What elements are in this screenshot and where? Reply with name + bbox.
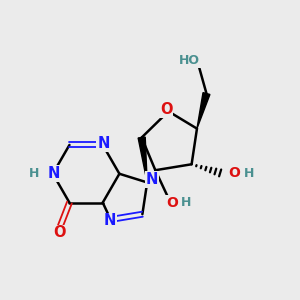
- Text: O: O: [166, 196, 178, 210]
- Text: O: O: [229, 166, 240, 180]
- Text: N: N: [104, 214, 116, 229]
- Text: O: O: [160, 102, 172, 117]
- Text: H: H: [244, 167, 254, 180]
- Text: HO: HO: [179, 54, 200, 67]
- Polygon shape: [197, 93, 210, 129]
- Text: N: N: [146, 172, 158, 187]
- Text: H: H: [29, 167, 40, 180]
- Text: N: N: [97, 136, 110, 151]
- Text: N: N: [48, 166, 61, 181]
- Text: O: O: [53, 225, 65, 240]
- Polygon shape: [138, 137, 147, 182]
- Text: H: H: [181, 196, 191, 209]
